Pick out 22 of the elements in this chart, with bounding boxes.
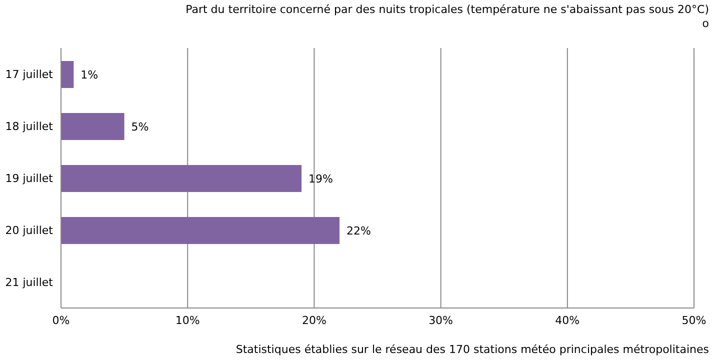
y-tick-label: 20 juillet xyxy=(5,224,54,237)
chart-title: Part du territoire concerné par des nuits tropicales (température ne s'abaissant pas sous 20°C) xyxy=(186,3,709,17)
x-tick-label: 0% xyxy=(52,314,70,327)
bar xyxy=(61,113,124,140)
text: Statistiques établies sur le réseau des 170 stations météo principales métropolitaines xyxy=(236,343,709,356)
x-tick-label: 20% xyxy=(302,314,326,327)
bar xyxy=(61,165,302,192)
bar xyxy=(61,217,340,244)
x-tick-label: 10% xyxy=(175,314,200,327)
x-tick-label: 40% xyxy=(555,314,580,327)
data-label: 1% xyxy=(80,68,98,82)
y-tick-label: 18 juillet xyxy=(5,120,54,133)
chart-subtitle: o xyxy=(701,17,709,31)
bar xyxy=(61,61,74,88)
data-label: 5% xyxy=(131,120,149,134)
x-tick-label: 50% xyxy=(682,314,706,327)
y-tick-label: 17 juillet xyxy=(5,68,54,81)
y-tick-label: 21 juillet xyxy=(5,276,54,289)
data-label: 19% xyxy=(308,172,333,186)
x-tick-label: 30% xyxy=(428,314,454,327)
y-tick-label: 19 juillet xyxy=(5,172,54,185)
data-label: 22% xyxy=(346,224,371,238)
